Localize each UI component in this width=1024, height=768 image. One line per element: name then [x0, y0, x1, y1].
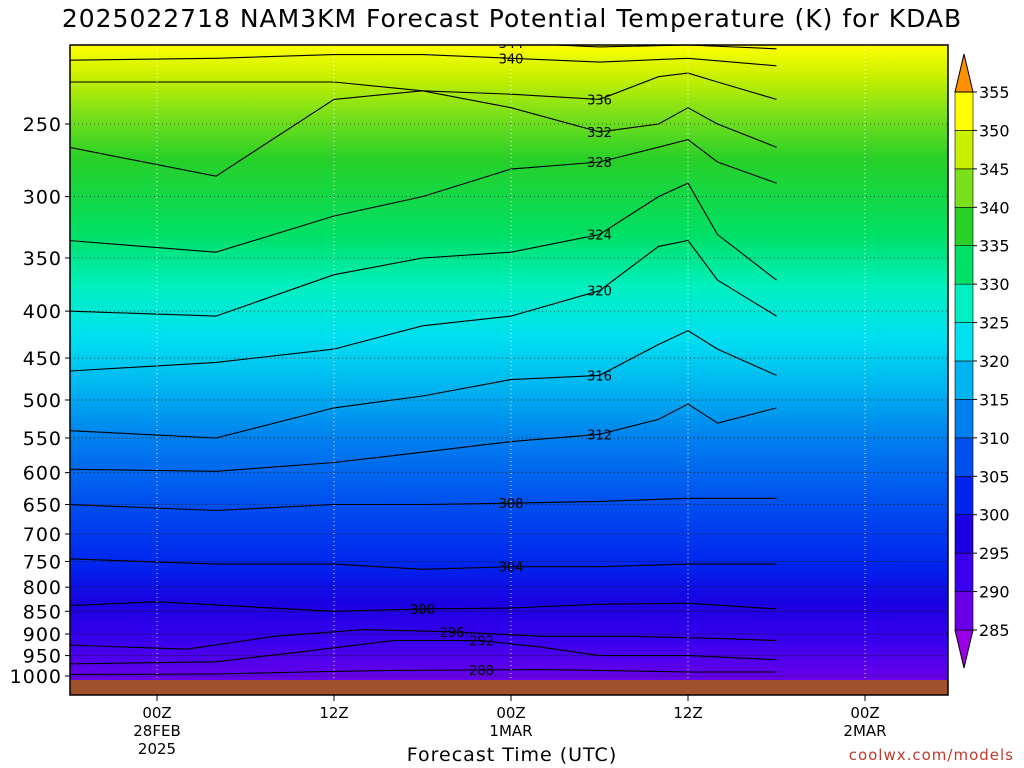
colorbar-label-295: 295: [979, 544, 1010, 563]
ground-strip: [70, 680, 948, 695]
contour-328: [70, 139, 777, 253]
x-tick-label-12-0: 12Z: [319, 704, 348, 722]
contour-label-332: 332: [587, 126, 612, 141]
colorbar-label-325: 325: [979, 314, 1010, 333]
contour-label-296: 296: [440, 626, 465, 641]
contour-label-300: 300: [410, 603, 435, 618]
y-tick-label-1000: 1000: [10, 666, 62, 688]
y-tick-label-650: 650: [23, 494, 62, 516]
x-tick-label-48-1: 2MAR: [843, 722, 886, 740]
contour-label-312: 312: [587, 428, 612, 443]
contour-label-344: 344: [499, 37, 524, 52]
colorbar-label-345: 345: [979, 160, 1010, 179]
colorbar-lower-arrow: [954, 629, 974, 669]
axes: 2503003504004505005506006507007508008509…: [10, 44, 949, 758]
colorbar-label-335: 335: [979, 237, 1010, 256]
colorbar-band-305: [954, 437, 974, 477]
x-tick-label-0-1: 28FEB: [133, 722, 180, 740]
colorbar-band-310: [954, 399, 974, 439]
x-tick-label-24-1: 1MAR: [489, 722, 532, 740]
y-tick-label-300: 300: [23, 187, 62, 209]
y-tick-label-500: 500: [23, 390, 62, 412]
contour-label-304: 304: [499, 561, 524, 576]
colorbar-band-320: [954, 322, 974, 362]
colorbar-upper-arrow: [954, 53, 974, 93]
contour-label-336: 336: [587, 93, 612, 108]
contour-320: [70, 239, 777, 372]
contour-300: [70, 601, 777, 612]
colorbar-band-325: [954, 283, 974, 323]
y-tick-label-800: 800: [23, 577, 62, 599]
x-tick-label-0-0: 00Z: [142, 704, 171, 722]
contour-308: [70, 497, 777, 512]
colorbar-label-285: 285: [979, 621, 1010, 640]
colorbar-band-290: [954, 552, 974, 592]
temperature-fill: [70, 45, 948, 680]
colorbar-label-305: 305: [979, 467, 1010, 486]
colorbar-band-335: [954, 206, 974, 247]
y-tick-label-400: 400: [23, 301, 62, 323]
contour-304: [70, 558, 777, 570]
contour-316: [70, 329, 777, 439]
colorbar: 285 290 295 300 305 310 315 320 325 330 335 340 345 3…: [954, 53, 1010, 669]
y-tick-label-900: 900: [23, 624, 62, 646]
y-tick-label-450: 450: [23, 348, 62, 370]
y-tick-label-550: 550: [23, 428, 62, 450]
contour-label-340: 340: [499, 52, 524, 67]
y-tick-label-350: 350: [23, 248, 62, 270]
colorbar-label-300: 300: [979, 506, 1010, 525]
colorbar-label-355: 355: [979, 83, 1010, 102]
contour-label-292: 292: [469, 635, 494, 650]
source-credit: coolwx.com/models: [848, 746, 1014, 764]
contour-label-288: 288: [469, 664, 494, 679]
colorbar-label-320: 320: [979, 352, 1010, 371]
y-tick-label-850: 850: [23, 601, 62, 623]
colorbar-label-330: 330: [979, 275, 1010, 294]
contour-288: [70, 669, 777, 675]
chart-title: 2025022718 NAM3KM Forecast Potential Tem…: [61, 4, 963, 33]
colorbar-band-330: [954, 245, 974, 285]
contour-label-328: 328: [587, 156, 612, 171]
x-axis-label: Forecast Time (UTC): [406, 744, 618, 766]
y-tick-label-600: 600: [23, 463, 62, 485]
colorbar-band-295: [954, 514, 974, 554]
x-tick-label-0-2: 2025: [138, 740, 176, 758]
y-tick-label-950: 950: [23, 646, 62, 668]
colorbar-label-310: 310: [979, 429, 1010, 448]
y-tick-label-250: 250: [23, 114, 62, 136]
contour-348: [69, 35, 777, 39]
x-tick-label-24-0: 00Z: [496, 704, 525, 722]
contour-340: [70, 54, 777, 67]
colorbar-band-350: [954, 91, 974, 131]
y-tick-label-750: 750: [23, 551, 62, 573]
x-tick-label-48-0: 00Z: [850, 704, 879, 722]
colorbar-label-315: 315: [979, 390, 1010, 409]
colorbar-band-345: [954, 130, 974, 170]
colorbar-label-290: 290: [979, 583, 1010, 602]
contour-label-324: 324: [587, 229, 612, 244]
plot-frame: [69, 44, 949, 696]
contour-332: [70, 90, 777, 177]
x-tick-label-36-0: 12Z: [673, 704, 702, 722]
colorbar-band-340: [954, 168, 974, 208]
y-tick-label-700: 700: [23, 524, 62, 546]
contour-label-316: 316: [587, 369, 612, 384]
plot-area: 2882922963003043083123163203243283323363…: [69, 31, 948, 695]
colorbar-label-350: 350: [979, 121, 1010, 140]
contour-336: [70, 72, 777, 100]
colorbar-band-300: [954, 475, 974, 516]
contour-label-320: 320: [587, 285, 612, 300]
contour-324: [70, 182, 777, 317]
colorbar-band-315: [954, 360, 974, 400]
contour-label-348: 348: [499, 31, 524, 46]
colorbar-band-285: [954, 591, 974, 631]
contour-312: [70, 403, 777, 472]
colorbar-label-340: 340: [979, 198, 1010, 217]
